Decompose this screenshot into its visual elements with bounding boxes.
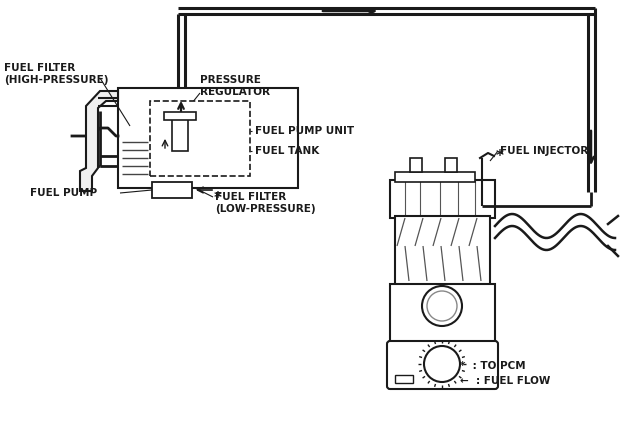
Text: FUEL INJECTOR: FUEL INJECTOR <box>500 146 588 156</box>
Text: ←  : FUEL FLOW: ← : FUEL FLOW <box>460 376 551 386</box>
Text: *: * <box>496 149 504 164</box>
Text: PRESSURE
REGULATOR: PRESSURE REGULATOR <box>200 75 270 97</box>
Bar <box>118 88 298 188</box>
Bar <box>150 101 250 176</box>
Bar <box>164 112 196 120</box>
PathPatch shape <box>80 91 118 191</box>
Bar <box>410 158 422 172</box>
FancyBboxPatch shape <box>387 341 498 389</box>
Bar <box>390 284 495 346</box>
Bar <box>152 182 192 198</box>
Text: *  : TO PCM: * : TO PCM <box>460 361 526 371</box>
Text: FUEL PUMP UNIT: FUEL PUMP UNIT <box>255 126 354 136</box>
Circle shape <box>424 346 460 382</box>
Bar <box>172 116 188 151</box>
Text: FUEL TANK: FUEL TANK <box>255 146 319 156</box>
Circle shape <box>422 286 462 326</box>
Bar <box>390 180 495 218</box>
Bar <box>445 158 457 172</box>
Text: *: * <box>214 190 222 206</box>
Text: FUEL FILTER
(HIGH-PRESSURE): FUEL FILTER (HIGH-PRESSURE) <box>4 63 108 85</box>
Text: FUEL FILTER
(LOW-PRESSURE): FUEL FILTER (LOW-PRESSURE) <box>215 192 315 214</box>
Bar <box>395 172 475 182</box>
Bar <box>395 375 413 383</box>
Bar <box>395 216 490 286</box>
Text: FUEL PUMP: FUEL PUMP <box>30 188 97 198</box>
